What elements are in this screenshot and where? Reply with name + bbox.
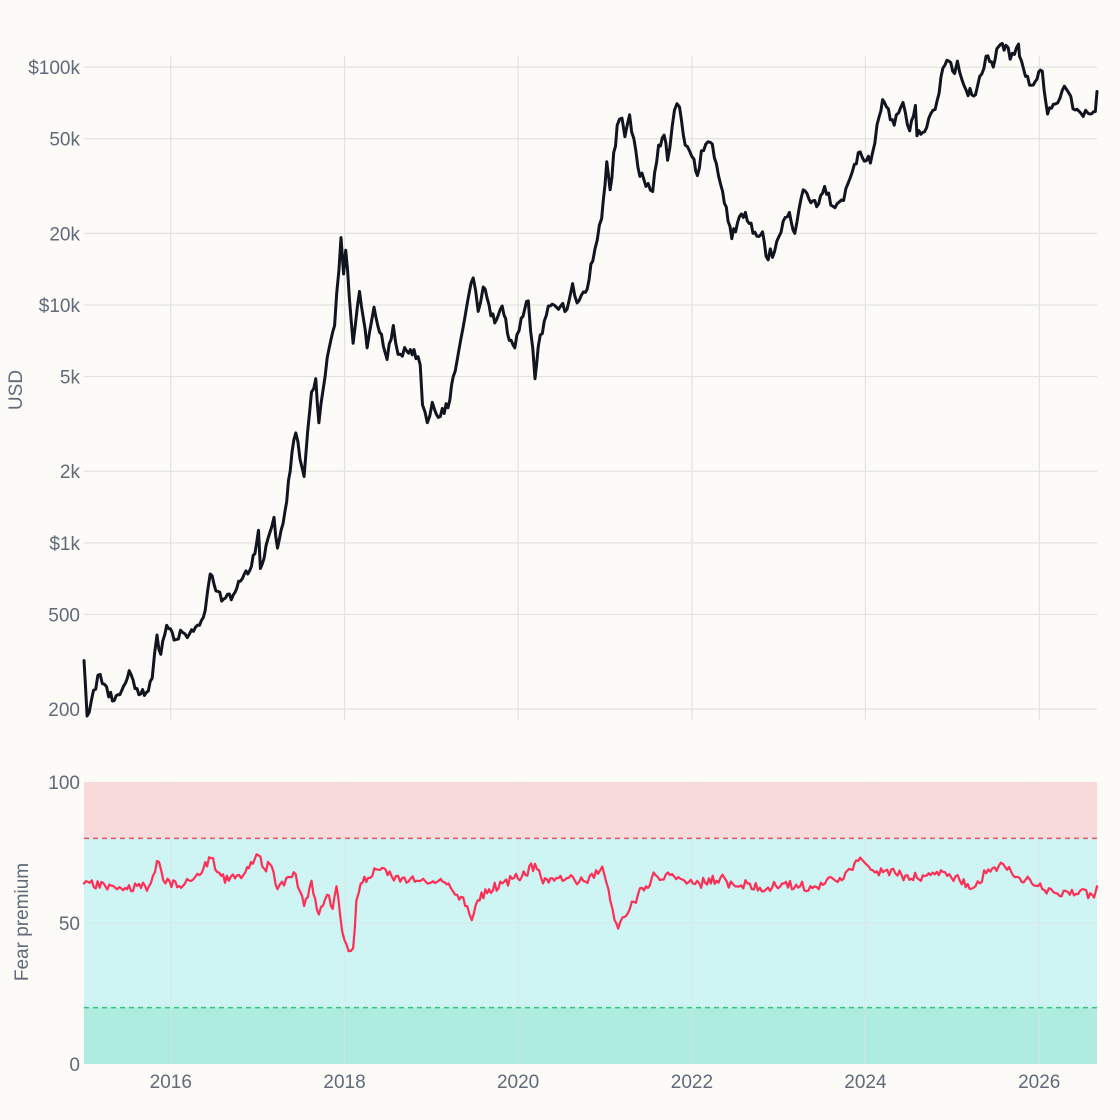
x-tick-labels: 2016 2018 2020 2022 2024 2026 (150, 1072, 1061, 1093)
price-y-tick-label: 20k (49, 224, 80, 245)
fear-gridlines (84, 782, 1097, 1064)
price-y-tick-labels: 200 500 $1k 2k 5k $10k 20k 50k $100k (28, 58, 80, 721)
x-tick-label: 2024 (844, 1072, 887, 1093)
price-line (82, 42, 1099, 718)
price-y-axis-title: USD (6, 370, 27, 410)
x-tick-label: 2022 (671, 1072, 713, 1093)
fear-premium-line (82, 853, 1099, 953)
price-y-tick-label: 200 (48, 700, 80, 721)
fear-y-tick-label: 50 (59, 914, 80, 935)
price-gridlines (84, 56, 1097, 720)
fear-zone-band (84, 782, 1097, 839)
fear-threshold-lines (84, 837, 1097, 1009)
fear-y-tick-label: 0 (69, 1055, 80, 1076)
fear-y-tick-labels: 0 50 100 (48, 773, 80, 1076)
price-y-tick-label: $100k (28, 58, 80, 79)
price-y-tick-label: 5k (60, 368, 81, 389)
price-y-tick-label: 50k (49, 130, 80, 151)
fear-y-tick-label: 100 (48, 773, 80, 794)
price-y-tick-label: $1k (49, 534, 80, 555)
fear-premium-series (82, 853, 1099, 953)
x-tick-label: 2016 (150, 1072, 192, 1093)
fear-y-axis-title: Fear premium (12, 863, 33, 981)
price-panel: 200 500 $1k 2k 5k $10k 20k 50k $100k USD (6, 42, 1099, 721)
fear-zone-band (84, 1007, 1097, 1064)
price-y-tick-label: 500 (48, 605, 80, 626)
price-series (82, 42, 1099, 718)
price-y-tick-label: $10k (39, 296, 81, 317)
price-y-tick-label: 2k (60, 462, 81, 483)
x-tick-label: 2018 (323, 1072, 365, 1093)
x-tick-label: 2026 (1018, 1072, 1060, 1093)
x-tick-label: 2020 (497, 1072, 539, 1093)
fear-premium-panel: 0 50 100 Fear premium 2016 2018 2020 2022 2024… (12, 773, 1099, 1093)
